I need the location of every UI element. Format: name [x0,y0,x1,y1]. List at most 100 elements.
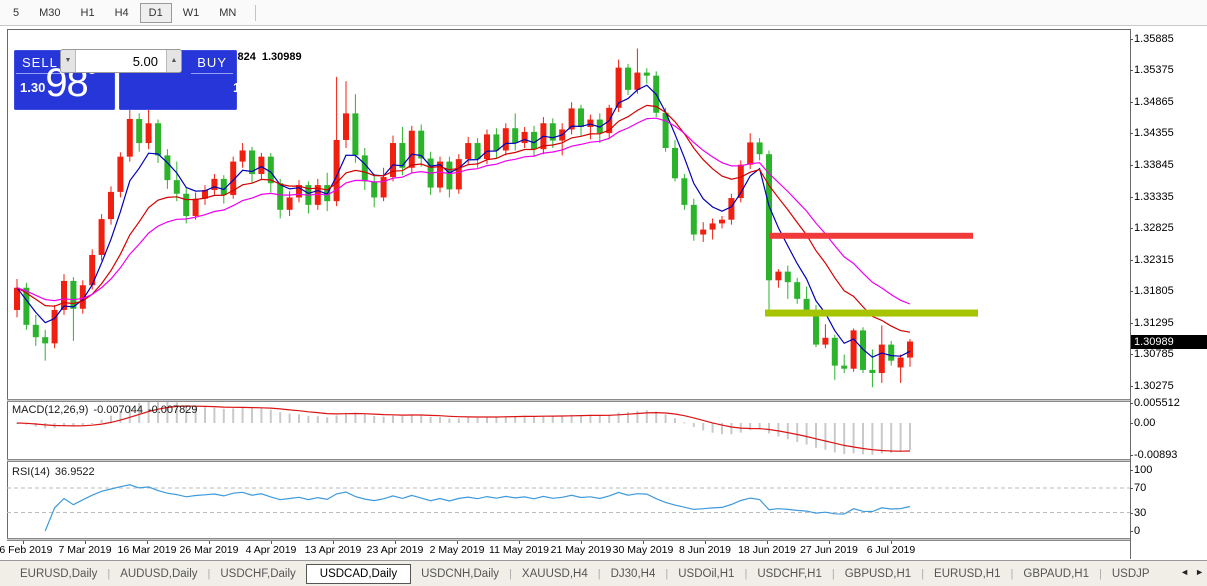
tick-mark [1130,70,1133,72]
macd-histogram-bar [833,423,836,453]
sell-button[interactable]: SELL [16,53,64,74]
candle-body [117,156,124,192]
tab-usdoilh1[interactable]: USDOil,H1 [678,567,735,580]
tick-mark [1130,454,1133,456]
timeframe-button-W1[interactable]: W1 [182,6,200,19]
tabs-scroll-right-button[interactable]: ► [1195,567,1204,577]
timeframe-button-D1[interactable]: D1 [139,2,172,23]
price-axis-tick: 1.31295 [1134,316,1174,329]
macd-histogram-bar [382,416,385,423]
panel-separator[interactable] [7,538,1207,541]
timeframe-button-H4[interactable]: H4 [114,6,129,19]
resistance-line[interactable] [769,232,973,239]
macd-histogram-bar [702,423,705,431]
price-axis[interactable]: 1.35885 1.35375 1.34865 1.34355 1.33845 1.333… [1130,29,1207,559]
macd-histogram-bar [345,412,347,423]
price-axis-tick: 1.34865 [1134,95,1174,108]
price-chart-canvas[interactable] [7,29,1130,399]
tick-mark [1130,512,1133,514]
tab-eurusddaily[interactable]: EURUSD,Daily [20,567,98,580]
tab-dj30h4[interactable]: DJ30,H4 [610,567,656,580]
macd-histogram-bar [335,415,338,423]
macd-histogram-bar [34,423,37,427]
date-tick-mark [209,541,210,544]
macd-histogram-bar [777,423,780,437]
macd-main-value: -0.007044 [93,404,143,416]
macd-histogram-bar [664,414,667,423]
volume-input[interactable] [76,50,166,72]
price-axis-border [1130,29,1131,559]
tab-usdcaddaily[interactable]: USDCAD,Daily [305,563,412,584]
candle-body [23,287,30,325]
ask-price-display: 1.31011 [233,61,310,105]
candle-body [907,341,913,358]
candle-body [286,197,293,210]
timeframe-button-H1[interactable]: H1 [80,6,95,19]
panel-separator[interactable] [7,399,1207,402]
tab-separator: | [744,567,748,580]
tab-separator: | [665,567,669,580]
candle-body [803,298,810,310]
macd-histogram-bar [899,423,902,452]
volume-increase-button[interactable]: ▲ [166,50,181,72]
candle-body [108,191,114,220]
macd-signal-line [16,405,911,452]
tab-audusddaily[interactable]: AUDUSD,Daily [120,567,198,580]
candle-body [841,365,848,369]
macd-histogram-bar [457,418,460,423]
tick-mark [1130,133,1133,135]
timeframe-button-5[interactable]: 5 [13,6,20,19]
candle-body [784,271,791,283]
candle-body [813,309,819,345]
tick-mark [1130,196,1133,198]
candle-body [587,119,594,127]
candle-body [70,280,77,309]
tick-mark [1130,423,1133,424]
tab-usdchfdaily[interactable]: USDCHF,Daily [220,567,296,580]
candle-body [239,150,246,162]
rsi-indicator-canvas[interactable] [7,462,1130,538]
macd-histogram-bar [307,415,310,423]
candle-body [897,357,904,368]
macd-histogram-bar [279,412,282,423]
timeframe-button-M30[interactable]: M30 [39,6,61,19]
tick-mark [1130,101,1133,103]
date-tick-mark [643,541,644,544]
candle-body [89,254,96,286]
support-line[interactable] [765,309,978,317]
tab-usdchfh1[interactable]: USDCHF,H1 [757,567,822,580]
tab-xauusdh4[interactable]: XAUUSD,H4 [521,567,588,580]
macd-histogram-bar [194,406,197,423]
tab-usdjp[interactable]: USDJP [1111,567,1150,580]
buy-button[interactable]: BUY [191,53,233,74]
macd-histogram-bar [683,422,686,424]
macd-histogram-bar [448,418,451,423]
price-axis-tick: 1.35375 [1134,64,1174,77]
candle-body [878,344,885,374]
macd-indicator-canvas[interactable] [7,402,1130,459]
macd-histogram-bar [166,402,169,423]
timeframe-button-MN[interactable]: MN [219,6,237,19]
tab-gbpusdh1[interactable]: GBPUSD,H1 [844,567,912,580]
mid-ema-line [16,104,911,333]
tab-gbpaudh1[interactable]: GBPAUD,H1 [1023,567,1089,580]
macd-histogram-bar [326,417,329,423]
volume-decrease-button[interactable]: ▼ [61,50,76,72]
panel-separator[interactable] [7,459,1207,462]
candle-body [314,185,321,205]
tab-separator: | [831,567,835,580]
macd-histogram-bar [100,419,103,423]
tabs-scroll-left-button[interactable]: ◄ [1180,567,1190,577]
tab-usdcnhdaily[interactable]: USDCNH,Daily [421,567,500,580]
macd-histogram-bar [551,415,554,423]
macd-histogram-bar [410,414,413,423]
macd-histogram-bar [476,417,479,423]
macd-histogram-bar [504,415,507,423]
macd-histogram-bar [175,402,178,423]
candle-body [192,198,199,216]
symbol-tab-bar: EURUSD,Daily | AUDUSD,Daily | USDCHF,Daily US… [0,560,1207,586]
candle-body [502,128,509,151]
tab-eurusdh1[interactable]: EURUSD,H1 [934,567,1001,580]
date-tick-mark [85,541,86,544]
